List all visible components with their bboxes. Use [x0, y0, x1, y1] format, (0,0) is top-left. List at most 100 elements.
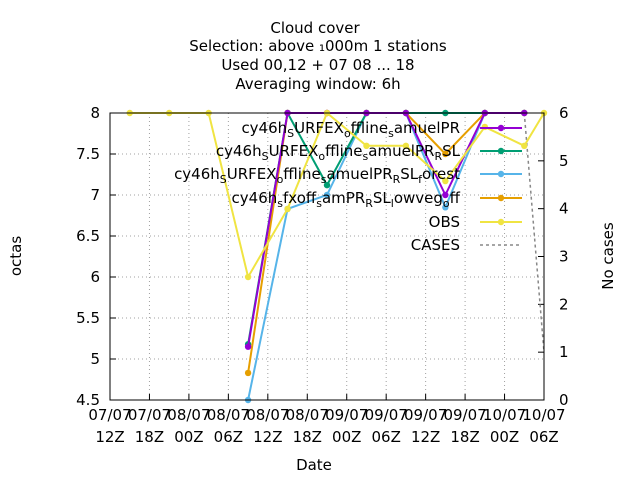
legend-label-part: ff	[450, 189, 461, 207]
chart-title-line-2: Selection: above ₁000m 1 stations	[189, 37, 447, 55]
data-point	[323, 191, 331, 199]
legend-label-part: cy46h	[216, 142, 262, 160]
legend-label: cy46hSURFEXofflinesamuelPR	[241, 119, 460, 140]
y-tick-label: 6	[90, 268, 100, 286]
legend-label-part: SL	[442, 142, 461, 160]
legend-label-part: URFEX	[294, 119, 344, 137]
y-tick-label: 5.5	[76, 309, 100, 327]
y-tick-label: 6.5	[76, 227, 100, 245]
legend-label-part: SL	[400, 165, 419, 183]
x-tick-label-date: 09/07	[325, 406, 368, 424]
legend-marker	[497, 147, 505, 155]
data-point	[442, 204, 449, 211]
legend-label: cy46hSURFEXofflinesamuelPRRSL	[216, 142, 461, 163]
data-point	[481, 123, 489, 131]
legend-marker	[497, 194, 505, 202]
plot-frame	[109, 112, 545, 401]
y-axis-labels: 4.5 5 5.5 6 6.5 7 7.5 8	[76, 104, 100, 409]
x-tick-label-hour: 12Z	[411, 428, 440, 446]
x-tick-label-hour: 18Z	[293, 428, 322, 446]
y-axis-title: octas	[7, 236, 25, 276]
y-tick-label: 7	[90, 186, 100, 204]
data-point	[323, 181, 331, 189]
legend-label: cy46hsfxoffsamPRRSLlowvegoff	[232, 189, 461, 210]
legend-label: cy46hSURFEXofflinesamuelPRRSLforest	[174, 165, 460, 186]
legend-label-part: o	[318, 150, 325, 163]
series-line	[523, 112, 545, 353]
legend-label-part: S	[220, 173, 227, 186]
chart-title-line-4: Averaging window: 6h	[235, 75, 400, 93]
legend-label-part: s	[388, 127, 394, 140]
x-tick-label-date: 09/07	[443, 406, 486, 424]
legend-label-part: URFEX	[269, 142, 319, 160]
data-point	[244, 343, 252, 350]
legend-label-part: s	[277, 197, 283, 210]
y2-tick-label: 5	[559, 152, 569, 170]
legend-label-part: l	[391, 197, 394, 210]
legend-label-part: S	[262, 150, 269, 163]
x-tick-label-date: 08/07	[207, 406, 250, 424]
legend-label-part: amuelPR	[326, 165, 392, 183]
x-tick-label-date: 10/07	[483, 406, 526, 424]
y2-tick-label: 2	[559, 295, 569, 313]
legend: cy46hSURFEXofflinesamuelPRcy46hSURFEXoff…	[174, 119, 522, 254]
legend-label-part: o	[344, 127, 351, 140]
x-tick-label-hour: 06Z	[371, 428, 400, 446]
y-tick-label: 5	[90, 350, 100, 368]
data-point	[442, 177, 449, 185]
legend-marker	[497, 124, 505, 132]
legend-label-part: SL	[373, 189, 392, 207]
legend-label-part: ffline	[351, 119, 388, 137]
x-axis-title: Date	[296, 456, 332, 474]
x-tick-label-hour: 12Z	[95, 428, 124, 446]
series-5	[523, 112, 545, 353]
x-tick-label-hour: 06Z	[529, 428, 558, 446]
x-axis-labels: 07/0712Z07/0718Z08/0700Z08/0706Z08/0712Z…	[88, 406, 565, 446]
legend-label-part: orest	[422, 165, 460, 183]
data-point	[521, 142, 528, 149]
data-point	[244, 273, 252, 281]
y-tick-label: 8	[90, 104, 100, 122]
x-tick-label-hour: 00Z	[490, 428, 519, 446]
x-tick-label-hour: 00Z	[174, 428, 203, 446]
x-tick-label-date: 09/07	[404, 406, 447, 424]
legend-label-part: R	[365, 197, 373, 210]
data-point	[284, 205, 291, 213]
legend-label-part: R	[434, 150, 442, 163]
chart-title-line-3: Used 00,12 + 07 08 ... 18	[221, 56, 414, 74]
legend-label-part: R	[393, 173, 401, 186]
x-tick-label-date: 08/07	[246, 406, 289, 424]
legend-label-part: ffline	[283, 165, 320, 183]
y2-tick-label: 3	[559, 248, 569, 266]
legend-label-part: cy46h	[232, 189, 278, 207]
legend-label-part: fxoff	[283, 189, 317, 207]
data-point	[244, 369, 252, 377]
data-point	[363, 142, 370, 149]
chart-title: Cloud cover Selection: above ₁000m 1 sta…	[189, 19, 447, 93]
legend-label-part: o	[277, 173, 284, 186]
x-tick-label-date: 08/07	[286, 406, 329, 424]
x-tick-label-hour: 06Z	[214, 428, 243, 446]
x-tick-label-hour: 12Z	[253, 428, 282, 446]
legend-label-part: s	[316, 197, 322, 210]
legend-label-part: f	[418, 173, 423, 186]
legend-label-part: s	[363, 150, 369, 163]
legend-marker	[497, 170, 505, 178]
x-tick-label-date: 07/07	[88, 406, 131, 424]
legend-marker	[497, 218, 505, 226]
legend-label-part: CASES	[411, 236, 460, 254]
y2-tick-label: 4	[559, 200, 569, 218]
legend-label: OBS	[429, 213, 460, 231]
y2-tick-label: 6	[559, 104, 569, 122]
data-point	[442, 150, 449, 158]
legend-label-part: s	[321, 173, 327, 186]
legend-label-part: o	[443, 197, 450, 210]
legend-label-part: OBS	[429, 213, 460, 231]
x-tick-label-hour: 18Z	[135, 428, 164, 446]
x-tick-label-date: 08/07	[167, 406, 210, 424]
legend-label-part: amuelPR	[368, 142, 434, 160]
x-tick-label-date: 09/07	[365, 406, 408, 424]
data-point	[402, 142, 410, 149]
y-tick-label: 7.5	[76, 145, 100, 163]
